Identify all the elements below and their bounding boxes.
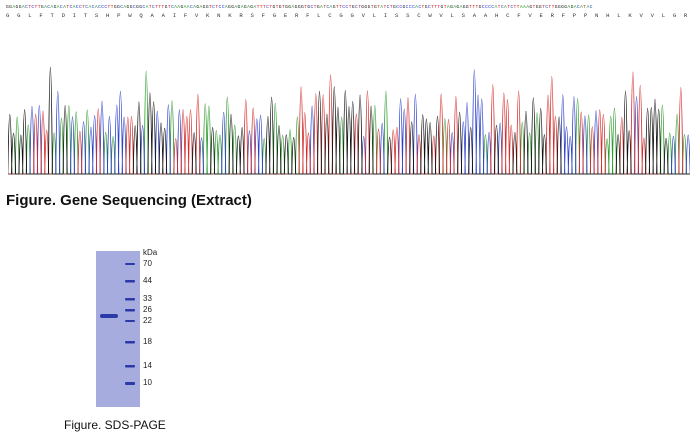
marker-band-22 [125, 320, 135, 322]
sds-page-gel [96, 251, 140, 407]
marker-band-26 [125, 309, 135, 312]
marker-label-18: 18 [143, 337, 152, 346]
marker-label-33: 33 [143, 294, 152, 303]
marker-label-10: 10 [143, 378, 152, 387]
marker-bands [125, 263, 135, 385]
sample-band [100, 314, 118, 318]
dna-sequence: GGAGGACTCTTGACAGACATCACCTCACACCCTTGGCAGG… [6, 5, 593, 10]
sds-page-caption: Figure. SDS-PAGE [64, 418, 166, 432]
trace-T [8, 71, 690, 175]
trace-A [8, 71, 690, 175]
marker-band-33 [125, 298, 135, 301]
marker-label-70: 70 [143, 259, 152, 268]
marker-band-14 [125, 365, 135, 368]
amino-acid-sequence: G G L F T D I T S H P W Q A A I F V K N … [6, 12, 690, 19]
marker-band-18 [125, 341, 135, 344]
marker-label-44: 44 [143, 276, 152, 285]
marker-label-22: 22 [143, 316, 152, 325]
gene-sequencing-caption: Figure. Gene Sequencing (Extract) [6, 192, 252, 209]
chromatogram [8, 66, 690, 175]
gel-unit-label: kDa [143, 248, 158, 257]
gel-lanes [100, 263, 135, 385]
marker-label-26: 26 [143, 305, 152, 314]
marker-band-70 [125, 263, 135, 265]
marker-band-10 [125, 382, 135, 385]
marker-label-14: 14 [143, 361, 152, 370]
trace-G [8, 66, 690, 175]
marker-band-44 [125, 280, 135, 283]
